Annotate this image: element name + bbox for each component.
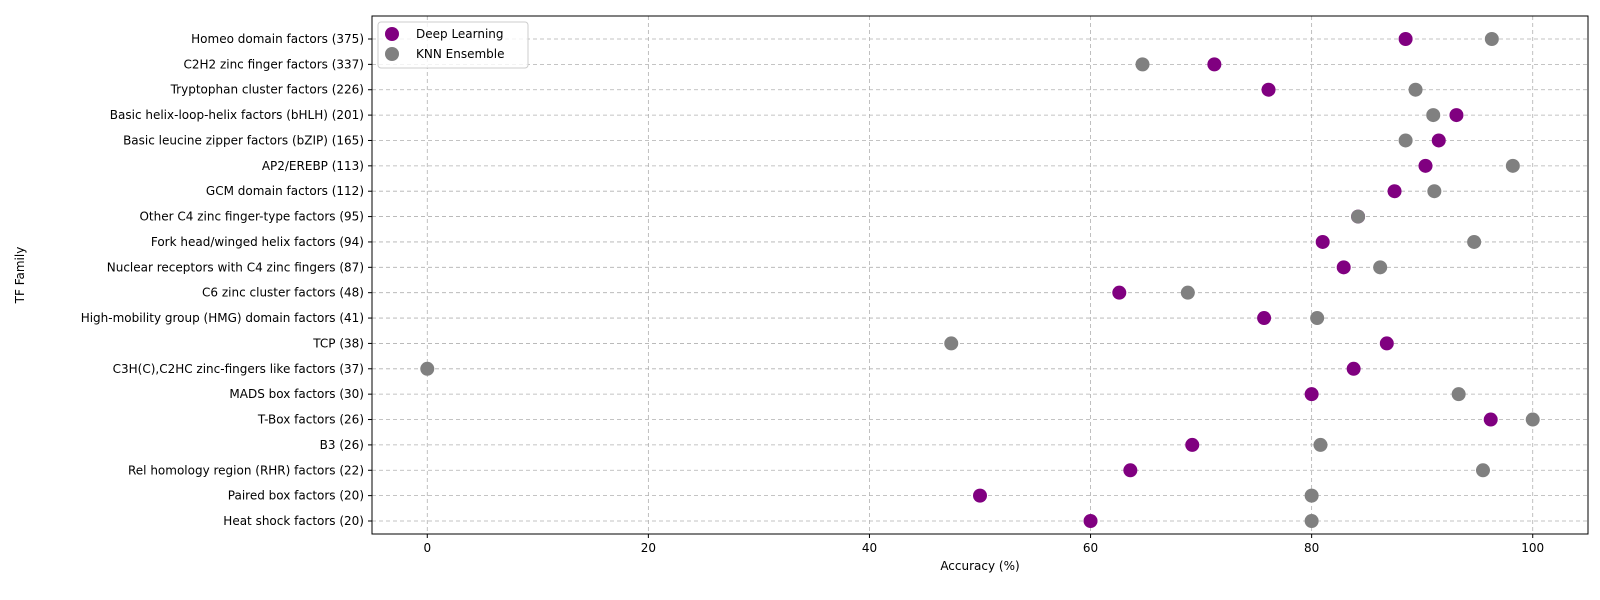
legend-marker-knn-ensemble [385,47,399,61]
x-tick-label: 60 [1083,541,1098,555]
point-deep-learning-ap2-erebp-113 [1418,158,1433,173]
y-tick-label-gcm-domain-factors-112: GCM domain factors (112) [206,184,364,198]
point-knn-ensemble-rel-homology-region-rhr-factors-22 [1475,463,1490,478]
point-deep-learning-fork-head-winged-helix-factors-94 [1315,234,1330,249]
point-deep-learning-high-mobility-group-hmg-domain-factors-41 [1257,311,1272,326]
grid-layer [372,16,1588,534]
point-knn-ensemble-c6-zinc-cluster-factors-48 [1180,285,1195,300]
x-tick-label: 40 [862,541,877,555]
point-deep-learning-heat-shock-factors-20 [1083,514,1098,528]
y-tick-label-mads-box-factors-30: MADS box factors (30) [229,387,364,401]
point-deep-learning-b3-26 [1185,437,1200,452]
point-knn-ensemble-t-box-factors-26 [1525,412,1540,427]
y-tick-label-heat-shock-factors-20: Heat shock factors (20) [223,514,364,528]
point-deep-learning-c6-zinc-cluster-factors-48 [1112,285,1127,300]
x-axis-title: Accuracy (%) [940,559,1019,573]
y-tick-label-tryptophan-cluster-factors-226: Tryptophan cluster factors (226) [170,83,364,97]
y-tick-label-homeo-domain-factors-375: Homeo domain factors (375) [191,32,364,46]
y-tick-label-fork-head-winged-helix-factors-94: Fork head/winged helix factors (94) [151,235,364,249]
plot-area-frame [371,15,1589,535]
x-tick-label: 100 [1521,541,1544,555]
point-knn-ensemble-c2h2-zinc-finger-factors-337 [1135,57,1150,72]
point-deep-learning-homeo-domain-factors-375 [1398,32,1413,46]
point-knn-ensemble-paired-box-factors-20 [1304,488,1319,503]
legend-marker-deep-learning [385,27,399,41]
point-deep-learning-c3h-c-c2hc-zinc-fingers-like-factors-37 [1346,361,1361,376]
point-knn-ensemble-heat-shock-factors-20 [1304,514,1319,528]
point-knn-ensemble-ap2-erebp-113 [1505,158,1520,173]
point-knn-ensemble-basic-leucine-zipper-factors-bzip-165 [1398,133,1413,148]
point-knn-ensemble-basic-helix-loop-helix-factors-bhlh-201 [1426,108,1441,123]
y-tick-label-b3-26: B3 (26) [320,438,364,452]
y-tick-label-ap2-erebp-113: AP2/EREBP (113) [262,159,364,173]
y-tick-label-tcp-38: TCP (38) [312,336,364,350]
point-knn-ensemble-homeo-domain-factors-375 [1484,32,1499,46]
point-knn-ensemble-b3-26 [1313,437,1328,452]
y-tick-label-basic-helix-loop-helix-factors-bhlh-201: Basic helix-loop-helix factors (bHLH) (2… [110,108,364,122]
legend: Deep Learning KNN Ensemble [377,21,529,69]
point-knn-ensemble-nuclear-receptors-with-c4-zinc-fingers-87 [1373,260,1388,275]
y-tick-label-paired-box-factors-20: Paired box factors (20) [228,489,364,503]
point-knn-ensemble-mads-box-factors-30 [1451,387,1466,402]
point-deep-learning-basic-leucine-zipper-factors-bzip-165 [1431,133,1446,148]
point-knn-ensemble-gcm-domain-factors-112 [1427,184,1442,199]
legend-label-knn-ensemble: KNN Ensemble [416,47,504,61]
y-tick-label-basic-leucine-zipper-factors-bzip-165: Basic leucine zipper factors (bZIP) (165… [123,133,364,147]
point-deep-learning-basic-helix-loop-helix-factors-bhlh-201 [1449,108,1464,123]
point-deep-learning-t-box-factors-26 [1483,412,1498,427]
y-tick-label-c6-zinc-cluster-factors-48: C6 zinc cluster factors (48) [202,286,364,300]
point-deep-learning-c2h2-zinc-finger-factors-337 [1207,57,1222,72]
point-deep-learning-mads-box-factors-30 [1304,387,1319,402]
y-axis-ticks: Homeo domain factors (375) C2H2 zinc fing… [81,32,372,528]
point-deep-learning-paired-box-factors-20 [973,488,987,503]
point-knn-ensemble-other-c4-zinc-finger-type-factors-95 [1351,209,1366,224]
x-tick-label: 20 [641,541,656,555]
point-deep-learning-tcp-38 [1379,336,1394,351]
point-knn-ensemble-c3h-c-c2hc-zinc-fingers-like-factors-37 [420,361,435,376]
point-knn-ensemble-tcp-38 [944,336,959,351]
legend-label-deep-learning: Deep Learning [416,27,504,41]
y-tick-label-nuclear-receptors-with-c4-zinc-fingers-87: Nuclear receptors with C4 zinc fingers (… [107,260,364,274]
y-tick-label-rel-homology-region-rhr-factors-22: Rel homology region (RHR) factors (22) [128,463,364,477]
data-points [420,32,1540,528]
y-tick-label-high-mobility-group-hmg-domain-factors-41: High-mobility group (HMG) domain factors… [81,311,364,325]
point-knn-ensemble-tryptophan-cluster-factors-226 [1408,82,1423,97]
point-deep-learning-nuclear-receptors-with-c4-zinc-fingers-87 [1336,260,1351,275]
y-tick-label-c3h-c-c2hc-zinc-fingers-like-factors-37: C3H(C),C2HC zinc-fingers like factors (3… [113,362,364,376]
y-axis-title: TF Family [13,247,27,305]
point-knn-ensemble-high-mobility-group-hmg-domain-factors-41 [1310,311,1325,326]
y-tick-label-other-c4-zinc-finger-type-factors-95: Other C4 zinc finger-type factors (95) [139,210,364,224]
point-knn-ensemble-fork-head-winged-helix-factors-94 [1467,234,1482,249]
point-deep-learning-rel-homology-region-rhr-factors-22 [1123,463,1138,478]
point-deep-learning-tryptophan-cluster-factors-226 [1261,82,1276,97]
point-deep-learning-gcm-domain-factors-112 [1387,184,1402,199]
legend-box [377,21,529,69]
y-tick-label-c2h2-zinc-finger-factors-337: C2H2 zinc finger factors (337) [183,57,364,71]
x-tick-label: 0 [423,541,431,555]
x-axis-ticks: 0 20 40 60 80 100 [423,534,1544,555]
y-tick-label-t-box-factors-26: T-Box factors (26) [257,413,364,427]
x-tick-label: 80 [1304,541,1319,555]
